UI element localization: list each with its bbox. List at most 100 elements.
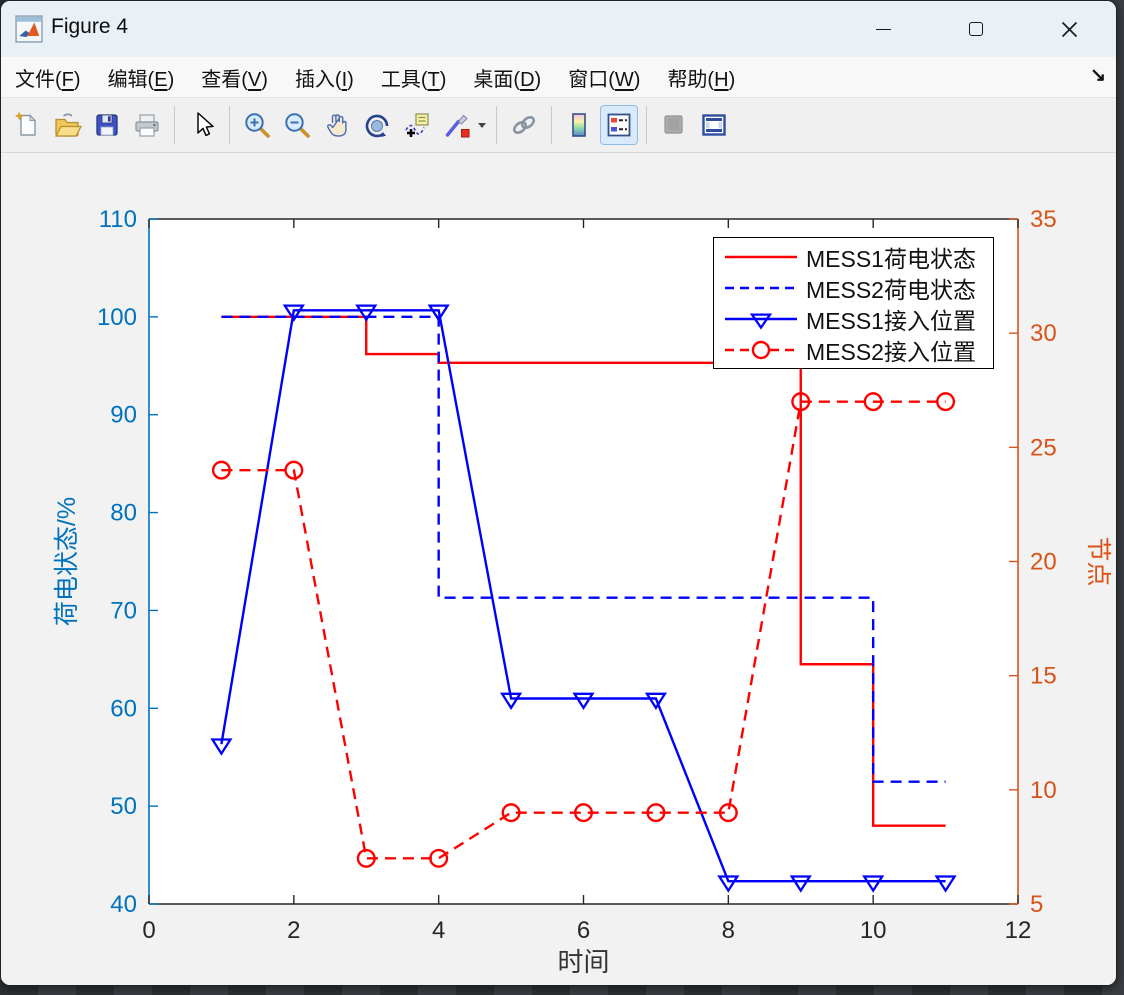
- legend-entry-label: MESS1荷电状态: [806, 245, 976, 272]
- toolbar-separator: [174, 106, 175, 144]
- legend-line-sample: [725, 255, 797, 258]
- close-button[interactable]: [1041, 9, 1097, 49]
- rotate-3d-icon: [365, 114, 389, 138]
- axis-tick-label: 10: [860, 917, 887, 944]
- axis-tick-label: 60: [110, 695, 137, 722]
- zoom-in-icon: [245, 113, 270, 138]
- caret-down-icon: [478, 123, 486, 128]
- dock-figure-arrow[interactable]: ↘: [1090, 65, 1106, 86]
- legend-entry: MESS1接入位置: [722, 304, 987, 334]
- window-titlebar[interactable]: Figure 4: [1, 1, 1116, 57]
- triangle-down-marker: [934, 875, 957, 893]
- axis-tick-label: 6: [577, 917, 590, 944]
- circle-marker: [646, 803, 666, 823]
- brush-data-button[interactable]: [438, 105, 476, 145]
- menu-item-view[interactable]: 查看(V): [201, 68, 268, 91]
- toolbar-separator: [229, 106, 230, 144]
- right-axis-label: 节点: [1084, 536, 1112, 586]
- axis-tick-label: 4: [432, 917, 445, 944]
- circle-marker: [211, 460, 231, 480]
- axis-tick-label: 80: [110, 500, 137, 527]
- print-figure-button[interactable]: [128, 105, 166, 145]
- window-title: Figure 4: [51, 15, 129, 38]
- maximize-button[interactable]: [948, 9, 1004, 49]
- legend-line-sample: [725, 340, 797, 359]
- axis-tick-label: 110: [99, 206, 137, 233]
- legend-icon: [607, 113, 631, 137]
- show-plot-tools-dock-button[interactable]: [695, 105, 733, 145]
- menu-item-tools[interactable]: 工具(T): [380, 68, 447, 91]
- matlab-icon: [15, 15, 43, 43]
- triangle-down-marker: [717, 875, 740, 893]
- menu-item-window[interactable]: 窗口(W): [568, 68, 641, 91]
- axis-tick-label: 5: [1030, 891, 1043, 918]
- open-file-icon: [55, 113, 82, 137]
- circle-marker: [284, 460, 304, 480]
- axis-tick-label: 90: [110, 402, 137, 429]
- save-figure-button[interactable]: [88, 105, 126, 145]
- pan-hand-icon: [327, 114, 347, 137]
- link-plots-button[interactable]: [505, 105, 543, 145]
- circle-marker: [718, 803, 738, 823]
- zoom-out-button[interactable]: [278, 105, 316, 145]
- menu-item-edit[interactable]: 编辑(E): [107, 68, 175, 91]
- axis-tick-label: 50: [110, 793, 137, 820]
- insert-colorbar-button[interactable]: [560, 105, 598, 145]
- x-axis-label: 时间: [557, 947, 609, 977]
- pan-button[interactable]: [318, 105, 356, 145]
- minimize-button[interactable]: [855, 9, 911, 49]
- menu-item-insert[interactable]: 插入(I): [294, 68, 354, 91]
- legend-entry-label: MESS1接入位置: [806, 307, 976, 334]
- legend-entry: MESS1荷电状态: [722, 242, 987, 272]
- rotate-3d-button[interactable]: [358, 105, 396, 145]
- save-figure-icon: [96, 114, 118, 136]
- edit-plot-button[interactable]: [183, 105, 221, 145]
- colorbar-icon: [572, 113, 586, 137]
- chart-legend[interactable]: MESS1荷电状态 MESS2荷电状态 MESS1接入位置 MESS2接入位置: [713, 237, 994, 369]
- triangle-down-marker: [862, 875, 885, 893]
- menu-item-file[interactable]: 文件(F): [15, 68, 81, 91]
- axis-tick-label: 15: [1030, 663, 1057, 690]
- hide-plot-tools-button[interactable]: [655, 105, 693, 145]
- new-figure-button[interactable]: [8, 105, 46, 145]
- legend-entry: MESS2荷电状态: [722, 273, 987, 303]
- toolbar: [1, 98, 1116, 153]
- axis-tick-label: 8: [722, 917, 735, 944]
- zoom-in-button[interactable]: [238, 105, 276, 145]
- legend-entry-label: MESS2接入位置: [806, 338, 976, 365]
- new-figure-icon: [14, 111, 37, 136]
- axis-tick-label: 12: [1005, 917, 1032, 944]
- triangle-down-marker: [644, 692, 668, 711]
- axis-tick-label: 30: [1030, 320, 1057, 347]
- axis-tick-label: 70: [110, 597, 137, 624]
- axis-tick-label: 10: [1030, 777, 1057, 804]
- axis-tick-label: 35: [1030, 206, 1057, 233]
- print-figure-icon: [135, 114, 159, 137]
- axis-tick-label: 0: [142, 917, 155, 944]
- circle-marker: [356, 848, 376, 868]
- triangle-down-marker: [572, 692, 595, 711]
- open-file-button[interactable]: [48, 105, 86, 145]
- axis-tick-label: 2: [287, 917, 300, 944]
- menu-item-help[interactable]: 帮助(H): [667, 68, 736, 91]
- axis-tick-label: 20: [1030, 549, 1057, 576]
- link-icon: [512, 116, 536, 134]
- insert-legend-button[interactable]: [600, 105, 638, 145]
- series-line: [220, 309, 946, 883]
- circle-marker: [791, 392, 811, 412]
- maximize-icon: [969, 22, 983, 36]
- figure-canvas: 0 2 4 6 8 10 12 40 50 60 70 80 90 100 110 5 10 15 20 25 30 35…: [1, 153, 1116, 985]
- legend-line-sample: [725, 312, 797, 330]
- close-icon: [1061, 21, 1077, 37]
- zoom-out-icon: [285, 113, 310, 138]
- data-tips-button[interactable]: [398, 105, 436, 145]
- triangle-down-marker: [789, 875, 812, 893]
- brush-dropdown-caret[interactable]: [477, 105, 489, 145]
- menu-item-desktop[interactable]: 桌面(D): [473, 68, 542, 91]
- toolbar-separator: [646, 106, 647, 144]
- triangle-down-marker: [355, 304, 378, 322]
- triangle-down-marker: [282, 304, 305, 322]
- left-axis-label: 荷电状态/%: [53, 497, 81, 626]
- circle-marker: [429, 848, 449, 868]
- series-line: [221, 400, 946, 860]
